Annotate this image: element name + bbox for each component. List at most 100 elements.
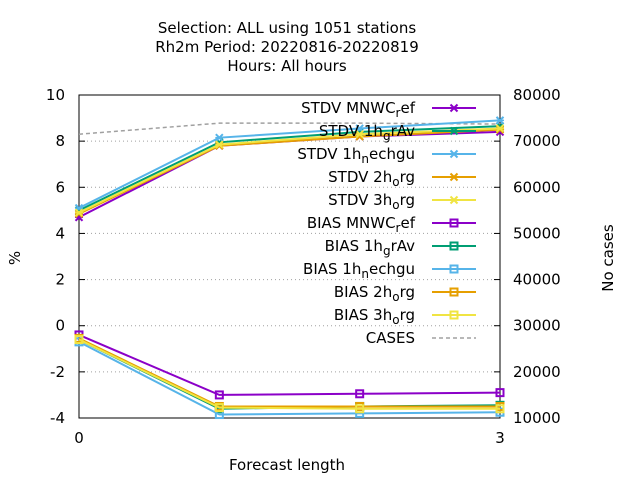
legend-entry: BIAS 2horg — [334, 283, 476, 304]
y-tick-label: -4 — [50, 409, 65, 427]
legend-label: BIAS 1hnechgu — [303, 260, 415, 281]
chart-title-line: Rh2m Period: 20220816-20220819 — [155, 38, 419, 56]
legend-label-main: STDV 2h — [328, 168, 392, 186]
legend-label-subscript: g — [383, 244, 391, 258]
legend-marker — [449, 264, 459, 274]
legend-label: BIAS 3horg — [334, 306, 415, 327]
legend-label: STDV 1hgrAv — [319, 122, 415, 143]
legend-label-main: STDV 1h — [297, 145, 361, 163]
y2-tick-label: 30000 — [513, 317, 561, 335]
legend-label-rest: echgu — [369, 145, 415, 163]
legend-label: BIAS 2horg — [334, 283, 415, 304]
series-line — [78, 130, 501, 219]
legend-label-subscript: o — [392, 313, 399, 327]
legend-label-rest: rAv — [391, 237, 416, 255]
series-line — [78, 340, 501, 416]
data-point — [495, 404, 505, 414]
legend-entry: STDV MNWCref — [301, 99, 476, 120]
series-stdv-mnwc-ref — [74, 127, 505, 222]
legend-label-main: BIAS 1h — [303, 260, 361, 278]
y2-tick-label: 50000 — [513, 224, 561, 242]
data-point — [355, 389, 365, 399]
legend-label-main: STDV MNWC — [301, 99, 395, 117]
legend-label-main: BIAS MNWC — [307, 214, 396, 232]
series-stdv-1h-grav — [74, 121, 505, 215]
legend-label-rest: rAv — [391, 122, 416, 140]
legend-label-rest: rg — [400, 191, 415, 209]
legend-label-main: STDV 1h — [319, 122, 383, 140]
legend-label-rest: rg — [400, 168, 415, 186]
legend-label: STDV 1hnechgu — [297, 145, 415, 166]
legend-label: BIAS 1hgrAv — [325, 237, 416, 258]
y-tick-label: 6 — [55, 178, 65, 196]
y-tick-label: 2 — [55, 271, 65, 289]
legend-label-rest: rg — [400, 283, 415, 301]
legend-entry: BIAS 1hnechgu — [303, 260, 476, 281]
y-axis-label: % — [6, 251, 24, 265]
legend-marker — [449, 218, 459, 228]
legend-label-main: STDV 3h — [328, 191, 392, 209]
legend-label: CASES — [366, 329, 415, 347]
legend-entry: STDV 1hgrAv — [319, 122, 476, 143]
legend-entry: STDV 2horg — [328, 168, 476, 189]
legend-label-subscript: o — [392, 198, 399, 212]
legend-label-main: BIAS 1h — [325, 237, 383, 255]
legend-entry: BIAS 3horg — [334, 306, 476, 327]
y2-tick-label: 70000 — [513, 132, 561, 150]
legend-label-main: BIAS 3h — [334, 306, 392, 324]
series-line — [78, 127, 501, 214]
y2-tick-label: 20000 — [513, 363, 561, 381]
data-point — [214, 390, 224, 400]
series-line — [78, 119, 501, 209]
legend-label-subscript: r — [396, 221, 401, 235]
legend-marker — [449, 310, 459, 320]
x-tick-label: 3 — [495, 429, 505, 447]
legend-label-subscript: o — [392, 290, 399, 304]
x-axis-label: Forecast length — [229, 456, 345, 474]
y-tick-label: -2 — [50, 363, 65, 381]
series-bias-mnwc-ref — [74, 330, 505, 400]
data-point — [495, 388, 505, 398]
legend-entry: BIAS MNWCref — [307, 214, 476, 235]
legend-label-subscript: g — [383, 129, 391, 143]
series-bias-3h-org — [74, 335, 505, 414]
legend-label-subscript: o — [392, 175, 399, 189]
y2-tick-label: 40000 — [513, 271, 561, 289]
legend-label: STDV 2horg — [328, 168, 415, 189]
legend-label: STDV MNWCref — [301, 99, 416, 120]
legend-label-main: CASES — [366, 329, 415, 347]
legend-label-rest: echgu — [369, 260, 415, 278]
legend-marker — [449, 241, 459, 251]
legend-entry: BIAS 1hgrAv — [325, 237, 476, 258]
y2-axis-label: No cases — [599, 224, 617, 292]
series-line — [78, 125, 501, 212]
y-tick-label: 10 — [46, 86, 65, 104]
legend-label-rest: ef — [400, 99, 415, 117]
legend-entry: STDV 3horg — [328, 191, 476, 212]
series-line — [78, 128, 501, 215]
chart-title-line: Selection: ALL using 1051 stations — [158, 19, 417, 37]
y-tick-label: 4 — [55, 224, 65, 242]
legend-label-rest: ef — [400, 214, 415, 232]
legend-entry: STDV 1hnechgu — [297, 145, 476, 166]
y2-tick-label: 10000 — [513, 409, 561, 427]
legend-label: STDV 3horg — [328, 191, 415, 212]
legend-label-subscript: r — [396, 106, 401, 120]
legend-entry: CASES — [366, 329, 476, 347]
series-line — [78, 338, 500, 410]
y2-tick-label: 60000 — [513, 178, 561, 196]
y-tick-label: 8 — [55, 132, 65, 150]
legend-label-rest: rg — [400, 306, 415, 324]
legend-label-subscript: n — [361, 267, 369, 281]
plot-frame — [78, 94, 501, 419]
series-line — [78, 337, 500, 408]
y2-tick-label: 80000 — [513, 86, 561, 104]
chart-title-line: Hours: All hours — [227, 57, 346, 75]
legend-marker — [449, 287, 459, 297]
x-tick-label: 0 — [74, 429, 84, 447]
series-stdv-3h-org — [74, 124, 505, 217]
series-line — [78, 334, 501, 396]
legend-label: BIAS MNWCref — [307, 214, 416, 235]
legend-label-subscript: n — [361, 152, 369, 166]
